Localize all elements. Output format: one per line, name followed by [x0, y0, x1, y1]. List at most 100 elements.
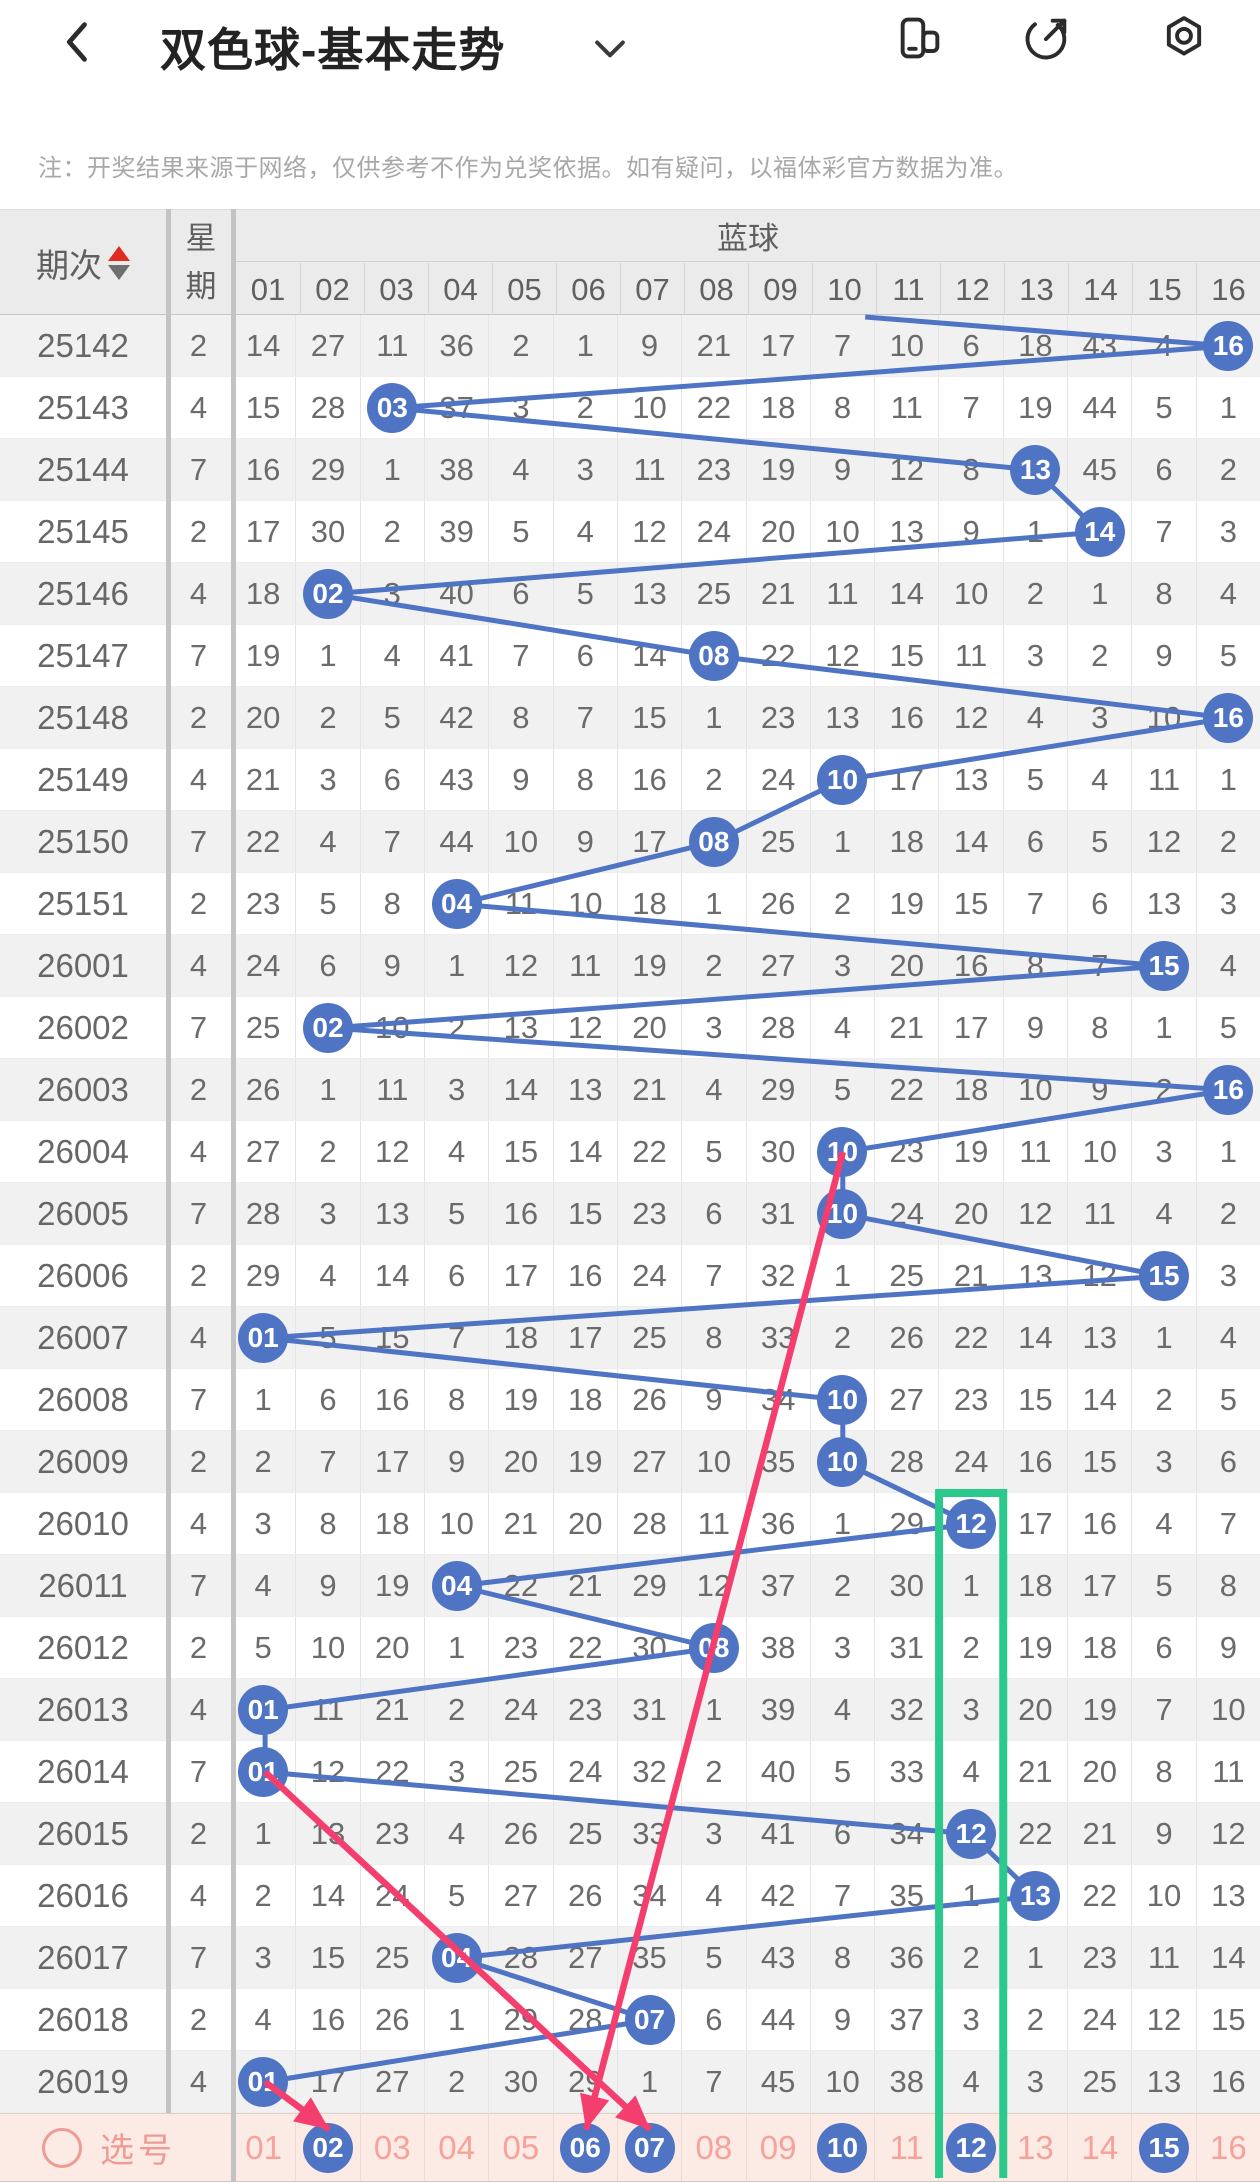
select-number-04[interactable]: 04	[423, 2114, 488, 2181]
trend-row-26017: 26017 7 3 15 25 04 28 27 35 5 43 8 36 2 1 23 11 14	[0, 1927, 1260, 1989]
miss-cell-col12: 3	[938, 1989, 1002, 2050]
miss-cell-col12: 20	[938, 1183, 1002, 1244]
week-label-bottom: 期	[185, 269, 217, 304]
miss-cell-col07: 17	[616, 811, 681, 872]
select-number-13[interactable]: 13	[1002, 2114, 1067, 2181]
miss-cell-col12: 12	[938, 1803, 1002, 1864]
miss-cell-col07: 34	[616, 1865, 681, 1926]
miss-cell-col13: 21	[1002, 1741, 1067, 1802]
miss-cell-col12: 13	[938, 749, 1002, 810]
column-group-blue-ball: 蓝球	[236, 210, 1260, 262]
miss-cell-col15: 2	[1131, 1059, 1195, 1120]
select-number-07[interactable]: 07	[616, 2114, 681, 2181]
miss-cell-col16: 12	[1195, 1803, 1260, 1864]
miss-cell-col15: 6	[1131, 1617, 1195, 1678]
miss-cell-col10: 5	[809, 1059, 874, 1120]
miss-cell-col16: 2	[1195, 439, 1260, 500]
floating-window-button[interactable]	[894, 12, 946, 64]
select-number-11[interactable]: 11	[874, 2114, 938, 2181]
select-number-01[interactable]: 01	[231, 2114, 295, 2181]
miss-cell-col01: 28	[245, 1195, 281, 1231]
select-label-group[interactable]: 选号	[0, 2114, 231, 2181]
select-number-10[interactable]: 10	[809, 2114, 874, 2181]
miss-cell-col11: 36	[874, 1927, 938, 1988]
back-button[interactable]	[52, 16, 104, 68]
select-number-06[interactable]: 06	[552, 2114, 617, 2181]
miss-cell-col04: 04	[423, 1927, 488, 1988]
blue-ball-04: 04	[431, 1560, 482, 1611]
miss-cell-col09: 31	[745, 1183, 810, 1244]
miss-cell-col07: 14	[616, 625, 681, 686]
miss-cell-col04: 40	[423, 563, 488, 624]
select-circle-icon	[42, 2127, 82, 2168]
selected-ball-07: 07	[624, 2122, 675, 2173]
select-number-03[interactable]: 03	[359, 2114, 424, 2181]
week-cell: 4	[189, 389, 208, 425]
miss-cell-col03: 8	[359, 873, 424, 934]
miss-cell-col09: 35	[745, 1431, 810, 1492]
miss-cell-col08: 5	[681, 1121, 745, 1182]
period-cell: 26003	[37, 1070, 129, 1108]
miss-cell-col12: 9	[938, 501, 1002, 562]
miss-cell-col03: 4	[359, 625, 424, 686]
column-header-period[interactable]: 期次	[0, 210, 166, 316]
miss-cell-col14: 22	[1067, 1865, 1131, 1926]
trend-row-26016: 26016 4 2 14 24 5 27 26 34 4 42 7 35 1 13 22 10 13	[0, 1865, 1260, 1927]
miss-cell-col13: 13	[1002, 1245, 1067, 1306]
week-cell: 2	[189, 1629, 208, 1665]
column-header-13: 13	[1004, 263, 1068, 316]
period-cell: 26011	[38, 1566, 128, 1604]
week-cell: 2	[189, 1257, 208, 1293]
period-cell: 26009	[37, 1442, 129, 1480]
miss-cell-col11: 22	[874, 1059, 938, 1120]
select-number-15[interactable]: 15	[1131, 2114, 1195, 2181]
miss-cell-col14: 3	[1067, 687, 1131, 748]
miss-cell-col14: 4	[1067, 749, 1131, 810]
miss-cell-col16: 1	[1195, 749, 1260, 810]
miss-cell-col05: 29	[488, 1989, 552, 2050]
column-header-03: 03	[364, 263, 428, 316]
column-header-02: 02	[300, 263, 364, 316]
miss-cell-col09: 41	[745, 1803, 810, 1864]
miss-cell-col08: 08	[681, 1617, 745, 1678]
miss-cell-col05: 21	[488, 1493, 552, 1554]
miss-cell-col11: 18	[874, 811, 938, 872]
select-number-09[interactable]: 09	[745, 2114, 810, 2181]
trend-row-26009: 26009 2 2 7 17 9 20 19 27 10 35 10 28 24 16 15 3 6	[0, 1431, 1260, 1493]
miss-cell-col03: 14	[359, 1245, 424, 1306]
week-cell: 4	[189, 1133, 208, 1169]
miss-cell-col06: 11	[552, 935, 617, 996]
title-dropdown-button[interactable]	[588, 26, 632, 70]
miss-cell-col02: 12	[295, 1741, 359, 1802]
miss-cell-col15: 7	[1131, 1679, 1195, 1740]
share-button[interactable]	[1021, 12, 1073, 64]
select-number-08[interactable]: 08	[681, 2114, 745, 2181]
miss-cell-col04: 38	[423, 439, 488, 500]
selected-ball-02: 02	[302, 2122, 353, 2173]
select-number-14[interactable]: 14	[1067, 2114, 1131, 2181]
settings-button[interactable]	[1158, 12, 1210, 64]
miss-cell-col16: 9	[1195, 1617, 1260, 1678]
miss-cell-col01: 2	[254, 1877, 272, 1913]
miss-cell-col05: 30	[488, 2051, 552, 2112]
miss-cell-col10: 1	[809, 1245, 874, 1306]
miss-cell-col12: 10	[938, 563, 1002, 624]
miss-cell-col01: 20	[245, 699, 281, 735]
period-cell: 26004	[37, 1132, 129, 1170]
miss-cell-col10: 4	[809, 1679, 874, 1740]
miss-cell-col01: 14	[245, 327, 281, 363]
period-cell: 26012	[37, 1628, 129, 1666]
blue-ball-02: 02	[302, 568, 353, 619]
select-number-16[interactable]: 16	[1195, 2114, 1260, 2181]
select-number-05[interactable]: 05	[488, 2114, 552, 2181]
miss-cell-col16: 13	[1195, 1865, 1260, 1926]
miss-cell-col05: 27	[488, 1865, 552, 1926]
miss-cell-col01: 16	[245, 451, 281, 487]
miss-cell-col11: 29	[874, 1493, 938, 1554]
select-number-12[interactable]: 12	[938, 2114, 1002, 2181]
trend-row-25150: 25150 7 22 4 7 44 10 9 17 08 25 1 18 14 6 5 12 2	[0, 811, 1260, 873]
miss-cell-col16: 3	[1195, 501, 1260, 562]
select-number-02[interactable]: 02	[295, 2114, 359, 2181]
trend-table-body[interactable]: 25142 2 14 27 11 36 2 1 9 21 17 7 10 6 18 43 4 16 25143 4 15…	[0, 315, 1260, 2113]
miss-cell-col12: 12	[938, 1493, 1002, 1554]
